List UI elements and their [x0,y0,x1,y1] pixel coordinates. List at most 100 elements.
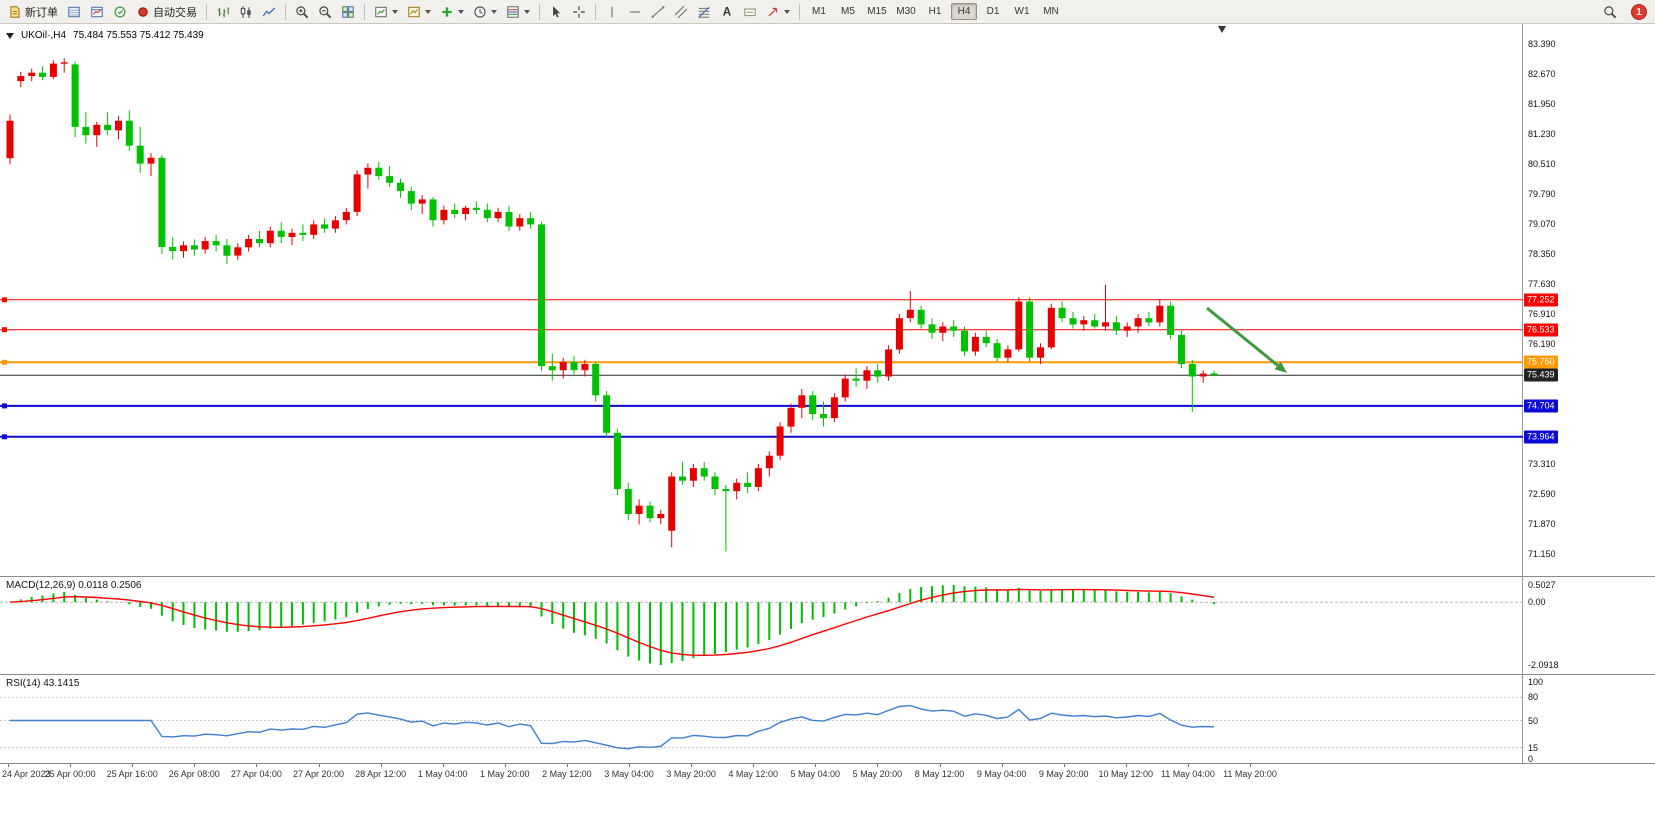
notification-badge[interactable]: 1 [1631,4,1647,20]
timeframe-m1-button[interactable]: M1 [812,6,826,17]
templates-button[interactable] [502,2,534,22]
zoom-in-button[interactable] [291,2,313,22]
macd-axis-label: 0.5027 [1528,580,1556,590]
arrows-button[interactable] [762,2,794,22]
timeframe-m5-button[interactable]: M5 [841,6,855,17]
timeframe-m15-button[interactable]: M15 [867,6,887,17]
hline-handle[interactable] [2,403,7,409]
hline-price-tag: 75.750 [1524,355,1558,369]
hline-handle[interactable] [2,297,7,303]
zoom-out-button[interactable] [314,2,336,22]
dropdown-caret-icon[interactable] [425,9,431,14]
chart-window-icon [91,6,103,17]
strategy-tester-button[interactable] [109,2,131,22]
rsi-axis-label: 100 [1528,677,1544,687]
vertical-line-button[interactable] [601,2,623,22]
add-indicator-icon [442,6,452,17]
dropdown-caret-icon[interactable] [491,9,497,14]
chart-title: UKOil·,H4 75.484 75.553 75.412 75.439 [6,30,204,41]
hline-price-tag: 77.252 [1524,293,1558,307]
candlestick-icon [240,5,251,18]
hline-price-tag: 73.964 [1524,430,1558,444]
time-axis-label: 9 May 04:00 [976,769,1027,779]
hline-handle[interactable] [2,359,7,365]
hline-handle[interactable] [2,327,7,333]
price-axis[interactable]: 83.390 82.670 81.950 81.230 80.510 79.790 79.0… [1523,24,1655,576]
price-axis-label: 79.790 [1528,189,1556,199]
time-axis-label: 28 Apr 12:00 [355,769,407,779]
timeframe-h4-button[interactable]: H4 [951,3,977,20]
autotrading-icon [138,6,148,17]
time-axis-label: 25 Apr 00:00 [44,769,96,779]
text-label-button[interactable] [739,2,761,22]
macd-axis: 0.5027 0.00 -2.0918 [1523,576,1655,674]
crosshair-button[interactable] [568,2,590,22]
one-click-trading-toggle-icon[interactable] [6,32,14,39]
timeframe-w1-button[interactable]: W1 [1014,6,1030,17]
time-tick [691,764,693,767]
text-button[interactable]: A [716,2,738,22]
zoom-in-icon [296,5,309,18]
new-chart-button[interactable] [370,2,402,22]
candlestick-chart[interactable] [0,24,1523,576]
periods-button[interactable] [469,2,501,22]
fibonacci-icon [698,6,710,18]
candlestick-chart-button[interactable] [235,2,257,22]
price-axis-label: 76.910 [1528,309,1556,319]
timeframe-d1-button[interactable]: D1 [986,6,1000,17]
channel-button[interactable] [670,2,692,22]
last-bar-marker-icon [1218,26,1226,33]
current-price-tag: 75.439 [1524,368,1558,382]
ohlc-values: 75.484 75.553 75.412 75.439 [73,30,204,41]
toolbar-separator [539,3,540,20]
profiles-button[interactable] [403,2,435,22]
toolbar-right: 1 [1599,2,1647,22]
fibonacci-button[interactable] [693,2,715,22]
rsi-label: RSI(14) 43.1415 [6,678,80,689]
trendline-button[interactable] [647,2,669,22]
dropdown-caret-icon[interactable] [524,9,530,14]
dropdown-caret-icon[interactable] [784,9,790,14]
horizontal-line-button[interactable] [624,2,646,22]
hline-icon [629,10,641,13]
rsi-axis-label: 80 [1528,692,1539,703]
time-tick [194,764,196,767]
timeframe-mn-button[interactable]: MN [1043,6,1059,17]
search-button[interactable] [1599,2,1621,22]
autotrading-button[interactable]: 自动交易 [132,2,201,22]
time-axis-label: 26 Apr 08:00 [168,769,220,779]
price-axis-label: 81.230 [1528,129,1556,139]
bar-chart-button[interactable] [212,2,234,22]
cursor-button[interactable] [545,2,567,22]
profiles-icon [408,6,420,17]
timeframe-m30-button[interactable]: M30 [896,6,916,17]
macd-panel[interactable]: MACD(12,26,9) 0.0118 0.2506 [0,576,1523,674]
macd-axis-label: 0.00 [1528,597,1546,608]
macd-label: MACD(12,26,9) 0.0118 0.2506 [6,580,142,591]
dropdown-caret-icon[interactable] [458,9,464,14]
chart-panel[interactable]: UKOil·,H4 75.484 75.553 75.412 75.439 [0,24,1523,576]
indicators-button[interactable] [436,2,468,22]
time-axis-label: 10 May 12:00 [1098,769,1154,779]
timeframe-h1-button[interactable]: H1 [928,6,942,17]
new-order-button[interactable]: 新订单 [4,2,62,22]
zoom-out-icon [319,5,332,18]
svg-text:A: A [723,5,732,18]
line-chart-button[interactable] [258,2,280,22]
channel-icon [674,5,688,18]
tile-windows-button[interactable] [337,2,359,22]
time-axis[interactable]: 24 Apr 2023 25 Apr 00:00 25 Apr 16:00 26 Ap… [0,763,1655,783]
rsi-panel[interactable]: RSI(14) 43.1415 [0,674,1523,763]
trend-arrow-object[interactable] [1206,306,1279,367]
time-tick [256,764,258,767]
data-window-button[interactable] [86,2,108,22]
price-axis-label: 83.390 [1528,39,1556,49]
hline-handle[interactable] [2,434,7,440]
time-tick [8,764,9,767]
dropdown-caret-icon[interactable] [392,9,398,14]
time-tick [318,764,320,767]
macd-signal-line [9,588,1215,657]
market-watch-button[interactable] [63,2,85,22]
time-tick [629,764,630,767]
